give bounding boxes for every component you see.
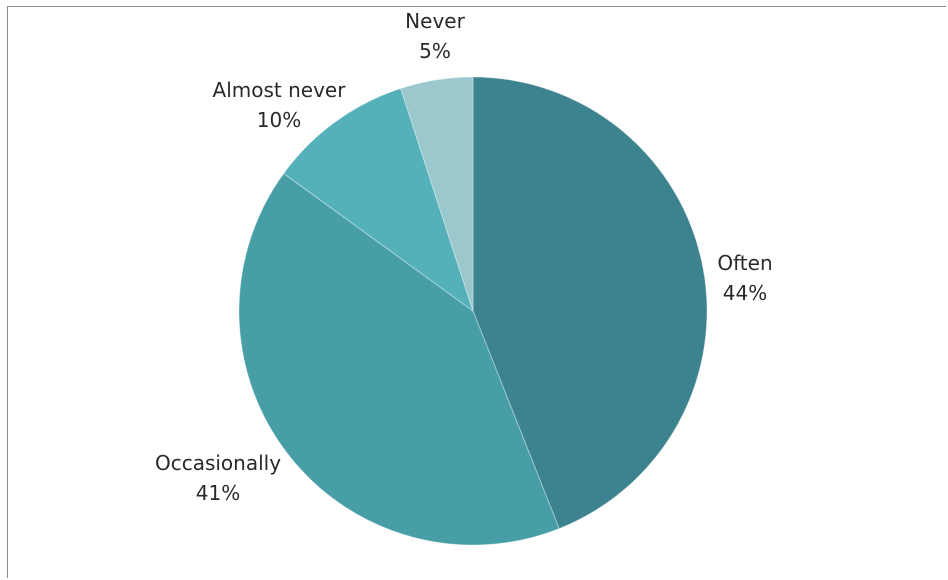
slice-almost-never [282,87,474,313]
pie-slices [238,76,708,546]
slice-occasionally [238,172,560,546]
label-often-percent: 44% [723,281,767,305]
slice-never [400,76,474,312]
label-never-name: Never [405,9,465,33]
pie-labels: Often 44% Occasionally 41% Almost never 10% Ne… [155,9,773,505]
label-almost-never-name: Almost never [213,78,347,102]
label-almost-never-percent: 10% [257,108,301,132]
slice-often [472,76,708,530]
label-never-percent: 5% [419,39,451,63]
label-often-name: Often [717,251,772,275]
label-occasionally-percent: 41% [196,481,240,505]
label-occasionally-name: Occasionally [155,451,281,475]
